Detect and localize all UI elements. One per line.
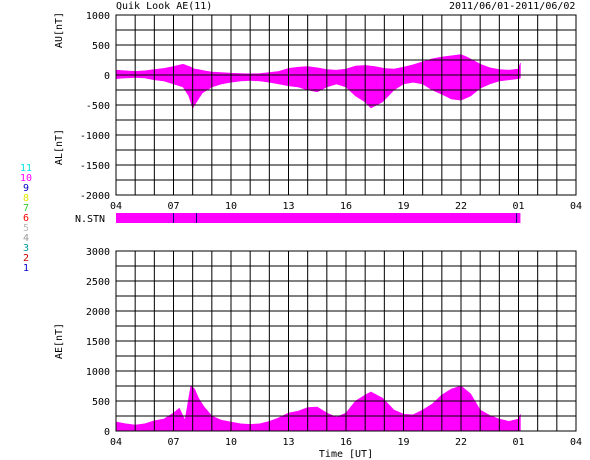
au-al-ytick-label: 500 [92, 41, 110, 52]
legend-station-2: 2 [22, 253, 30, 264]
ae-ytick-label: 2500 [86, 277, 110, 288]
au-al-panel [115, 14, 577, 196]
n-stn-label: N.STN [75, 214, 105, 225]
au-al-xtick-label: 16 [340, 201, 352, 212]
n-stn-bar [116, 213, 521, 223]
ae-axis-label: AE[nT] [54, 323, 65, 359]
legend-station-4: 4 [22, 233, 30, 244]
legend-station-8: 8 [22, 193, 30, 204]
au-al-xtick-label: 04 [110, 201, 122, 212]
au-axis-label: AU[nT] [54, 12, 65, 48]
ae-xtick-label: 22 [455, 437, 467, 448]
legend-station-9: 9 [22, 183, 30, 194]
au-al-ytick-label: -1000 [80, 131, 110, 142]
au-area [115, 54, 521, 76]
ae-ytick-label: 1000 [86, 367, 110, 378]
ae-xtick-label: 07 [167, 437, 179, 448]
ae-xtick-label: 04 [570, 437, 582, 448]
ae-xtick-label: 04 [110, 437, 122, 448]
au-al-xtick-label: 22 [455, 201, 467, 212]
al-area [115, 74, 521, 109]
au-al-xtick-label: 07 [167, 201, 179, 212]
legend-station-1: 1 [22, 263, 30, 274]
chart-title: Quik Look AE(11) [116, 1, 213, 12]
ae-ytick-label: 2000 [86, 307, 110, 318]
legend-station-6: 6 [22, 213, 30, 224]
legend-station-11: 11 [19, 163, 33, 174]
legend-station-3: 3 [22, 243, 30, 254]
date-range: 2011/06/01-2011/06/02 [449, 1, 576, 12]
au-al-xtick-label: 13 [282, 201, 294, 212]
ae-ytick-label: 500 [92, 397, 110, 408]
al-axis-label: AL[nT] [54, 129, 65, 165]
au-al-frame [115, 14, 577, 196]
ae-panel [115, 250, 577, 432]
au-al-ytick-label: 0 [104, 71, 110, 82]
ae-ytick-label: 1500 [86, 337, 110, 348]
time-axis-label: Time [UT] [319, 449, 373, 460]
ae-frame [115, 250, 577, 432]
ae-ytick-label: 3000 [86, 247, 110, 258]
legend-station-7: 7 [22, 203, 30, 214]
legend-station-5: 5 [22, 223, 30, 234]
au-al-xtick-label: 01 [512, 201, 524, 212]
au-al-xtick-label: 10 [225, 201, 237, 212]
station-legend: 11 10 9 8 7 6 5 4 3 2 1 [18, 164, 34, 274]
ae-xtick-label: 16 [340, 437, 352, 448]
ae-ytick-label: 0 [104, 427, 110, 438]
au-al-xtick-label: 04 [570, 201, 582, 212]
au-al-ytick-label: -500 [86, 101, 110, 112]
au-al-ytick-label: 1000 [86, 11, 110, 22]
au-al-ytick-label: -1500 [80, 161, 110, 172]
ae-area [115, 385, 521, 432]
au-al-ytick-label: -2000 [80, 191, 110, 202]
au-al-xtick-label: 19 [397, 201, 409, 212]
legend-station-10: 10 [19, 173, 33, 184]
ae-xtick-label: 01 [512, 437, 524, 448]
ae-xtick-label: 10 [225, 437, 237, 448]
ae-xtick-label: 13 [282, 437, 294, 448]
ae-xtick-label: 19 [397, 437, 409, 448]
